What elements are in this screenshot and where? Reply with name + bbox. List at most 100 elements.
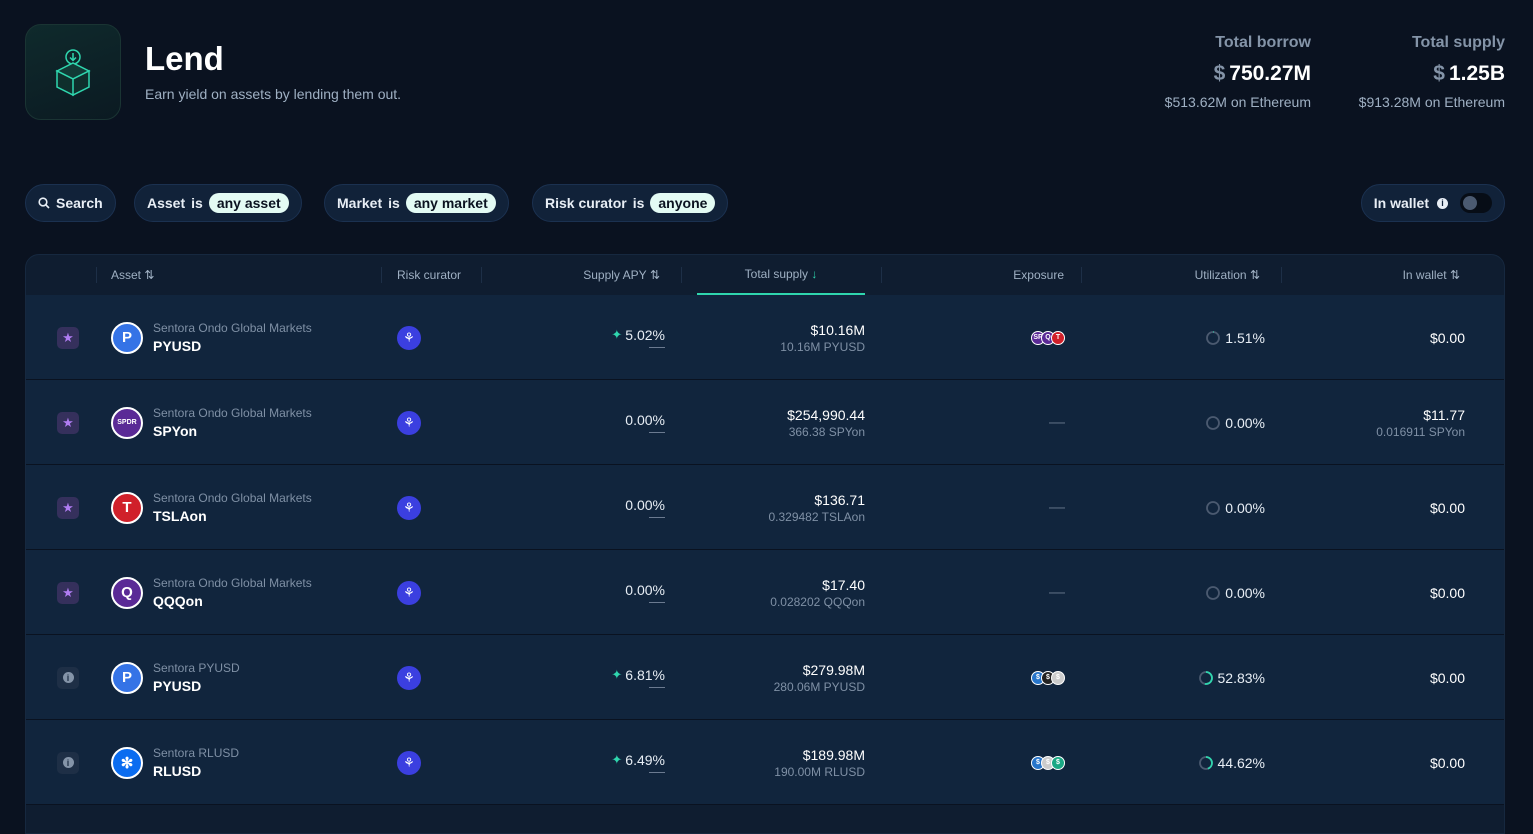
total-borrow-stat: Total borrow $750.27M $513.62M on Ethere… bbox=[1165, 34, 1311, 110]
table-row[interactable]: ★ SPDR Sentora Ondo Global Markets SPYon … bbox=[26, 380, 1504, 465]
col-label: Supply APY bbox=[583, 268, 647, 282]
asset-filter[interactable]: Asset is any asset bbox=[134, 184, 302, 222]
table-row[interactable]: i ✻ Sentora RLUSD RLUSD ⚘ ✦ 6.49% $189.98M… bbox=[26, 720, 1504, 805]
search-button[interactable]: Search bbox=[25, 184, 116, 222]
exposure-empty: — bbox=[1049, 413, 1065, 431]
currency: $ bbox=[1433, 62, 1445, 85]
col-label: Utilization bbox=[1194, 268, 1247, 282]
risk-curator-icon[interactable]: ⚘ bbox=[397, 495, 421, 520]
exposure-asset-icon: $ bbox=[1051, 670, 1065, 685]
sort-icon: ⇅ bbox=[1249, 268, 1260, 282]
stat-label: Total borrow bbox=[1215, 34, 1311, 51]
asset-symbol: PYUSD bbox=[153, 338, 202, 354]
table-row[interactable]: i P Sentora PYUSD PYUSD ⚘ ✦ 6.81% $279.98M… bbox=[26, 635, 1504, 720]
total-supply-usd: $254,990.44 bbox=[787, 406, 865, 423]
utilization: 44.62% bbox=[1217, 754, 1265, 771]
currency: $ bbox=[1213, 62, 1226, 85]
stat-sub: $513.62M on Ethereum bbox=[1164, 94, 1311, 110]
col-label: Risk curator bbox=[397, 268, 462, 282]
col-risk-curator: Risk curator bbox=[397, 255, 461, 295]
total-supply-tokens: 0.028202 QQQon bbox=[770, 594, 865, 609]
sort-supply-apy[interactable]: Supply APY ⇅ bbox=[583, 255, 660, 295]
total-supply-usd: $189.98M bbox=[802, 746, 865, 763]
page-subtitle: Earn yield on assets by lending them out… bbox=[145, 86, 402, 102]
asset-icon: P bbox=[111, 321, 143, 354]
asset-icon: ✻ bbox=[111, 746, 143, 779]
arrow-down-icon: ↓ bbox=[811, 267, 818, 281]
in-wallet-tokens: 0.016911 SPYon bbox=[1376, 424, 1465, 439]
total-supply-tokens: 280.06M PYUSD bbox=[773, 679, 865, 694]
utilization-ring-icon bbox=[1206, 330, 1221, 345]
utilization-ring-icon bbox=[1206, 500, 1221, 515]
sort-total-supply[interactable]: Total supply ↓ bbox=[697, 255, 865, 295]
market-name: Sentora Ondo Global Markets bbox=[153, 321, 312, 335]
total-supply-usd: $136.71 bbox=[814, 491, 865, 508]
sparkle-icon: ✦ bbox=[611, 327, 623, 342]
sort-icon: ⇅ bbox=[144, 268, 155, 282]
risk-curator-icon[interactable]: ⚘ bbox=[397, 750, 421, 775]
filter-label: Risk curator bbox=[545, 195, 627, 211]
total-supply-tokens: 190.00M RLUSD bbox=[774, 764, 865, 779]
asset-icon: P bbox=[111, 661, 143, 694]
total-supply-stat: Total supply $1.25B $913.28M on Ethereum bbox=[1359, 34, 1505, 110]
col-label: Total supply bbox=[744, 267, 809, 281]
utilization-ring-icon bbox=[1206, 585, 1221, 600]
market-name: Sentora Ondo Global Markets bbox=[153, 406, 312, 420]
table-header: Asset ⇅ Risk curator Supply APY ⇅ Total … bbox=[26, 255, 1504, 295]
filter-op: is bbox=[388, 195, 400, 211]
toggle-switch[interactable] bbox=[1460, 193, 1492, 213]
market-name: Sentora PYUSD bbox=[153, 661, 240, 675]
filter-op: is bbox=[632, 195, 645, 211]
asset-symbol: PYUSD bbox=[153, 678, 202, 694]
in-wallet-usd: $0.00 bbox=[1429, 499, 1465, 516]
risk-curator-icon[interactable]: ⚘ bbox=[397, 410, 421, 435]
sort-icon: ⇅ bbox=[1449, 268, 1460, 282]
utilization: 52.83% bbox=[1217, 669, 1265, 686]
market-name: Sentora RLUSD bbox=[153, 746, 240, 760]
exposure-asset-icon: T bbox=[1051, 330, 1065, 345]
market-name: Sentora Ondo Global Markets bbox=[153, 576, 312, 590]
page-title: Lend bbox=[145, 40, 224, 77]
favorite-star-icon[interactable]: ★ bbox=[57, 581, 79, 604]
in-wallet-usd: $0.00 bbox=[1429, 584, 1465, 601]
table-row[interactable]: ★ Q Sentora Ondo Global Markets QQQon ⚘ 0… bbox=[26, 550, 1504, 635]
utilization: 0.00% bbox=[1225, 499, 1265, 516]
risk-curator-icon[interactable]: ⚘ bbox=[397, 325, 421, 350]
in-wallet-usd: $0.00 bbox=[1429, 669, 1465, 686]
supply-apy: 5.02% bbox=[625, 327, 665, 343]
risk-curator-icon[interactable]: ⚘ bbox=[397, 580, 421, 605]
market-filter[interactable]: Market is any market bbox=[324, 184, 509, 222]
utilization: 0.00% bbox=[1225, 584, 1265, 601]
risk-curator-filter[interactable]: Risk curator is anyone bbox=[532, 184, 729, 222]
supply-apy: 6.81% bbox=[625, 667, 665, 683]
sparkle-icon: ✦ bbox=[611, 667, 623, 682]
info-icon[interactable]: i bbox=[57, 666, 79, 689]
stat-value: 1.25B bbox=[1448, 62, 1505, 85]
utilization-ring-icon bbox=[1198, 755, 1213, 770]
exposure-icons: $ $ $ bbox=[881, 670, 1081, 685]
supply-apy: 6.49% bbox=[625, 752, 665, 768]
col-exposure: Exposure bbox=[1013, 255, 1064, 295]
sort-asset[interactable]: Asset ⇅ bbox=[111, 255, 154, 295]
col-label: Asset bbox=[111, 268, 142, 282]
exposure-empty: — bbox=[1049, 583, 1065, 601]
sort-icon: ⇅ bbox=[649, 268, 660, 282]
favorite-star-icon[interactable]: ★ bbox=[57, 496, 79, 519]
in-wallet-toggle[interactable]: In wallet i bbox=[1360, 184, 1505, 222]
risk-curator-icon[interactable]: ⚘ bbox=[397, 665, 421, 690]
asset-icon: T bbox=[111, 491, 143, 524]
search-label: Search bbox=[56, 195, 103, 211]
sort-in-wallet[interactable]: In wallet ⇅ bbox=[1403, 255, 1460, 295]
table-row[interactable]: ★ P Sentora Ondo Global Markets PYUSD ⚘ ✦… bbox=[26, 295, 1504, 380]
table-row[interactable]: ★ T Sentora Ondo Global Markets TSLAon ⚘ … bbox=[26, 465, 1504, 550]
supply-apy: 0.00% bbox=[625, 412, 665, 428]
stat-sub: $913.28M on Ethereum bbox=[1358, 94, 1505, 110]
info-icon: i bbox=[1437, 197, 1448, 209]
favorite-star-icon[interactable]: ★ bbox=[57, 326, 79, 349]
info-icon[interactable]: i bbox=[57, 751, 79, 774]
utilization-ring-icon bbox=[1206, 415, 1221, 430]
total-supply-tokens: 0.329482 TSLAon bbox=[768, 509, 865, 524]
sort-utilization[interactable]: Utilization ⇅ bbox=[1195, 255, 1260, 295]
favorite-star-icon[interactable]: ★ bbox=[57, 411, 79, 434]
total-supply-usd: $17.40 bbox=[822, 576, 865, 593]
